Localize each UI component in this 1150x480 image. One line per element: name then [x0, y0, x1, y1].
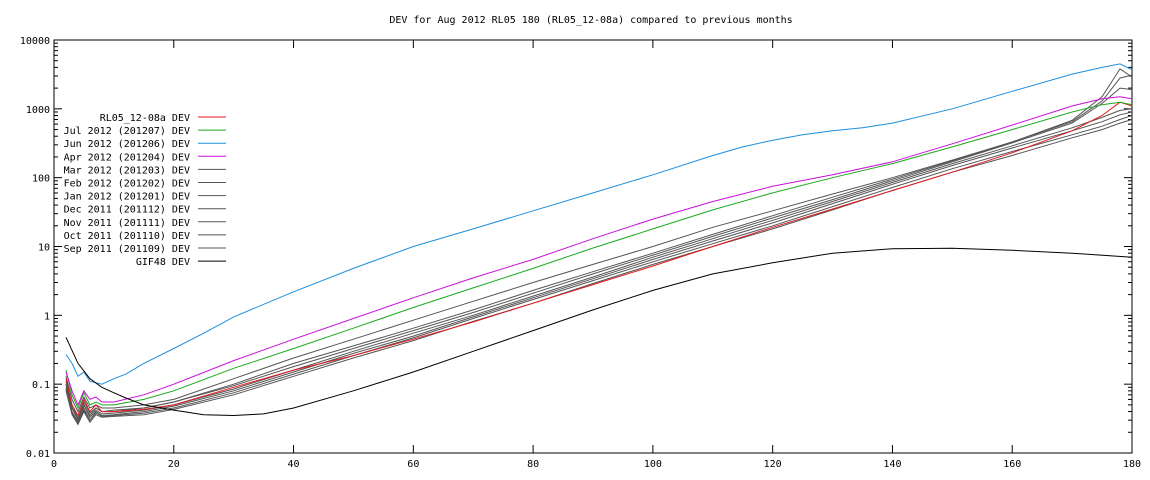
- series-line-jul-2012-201207-dev: [65, 101, 1133, 410]
- legend-label-sep-2011-201109-dev: Sep 2011 (201109) DEV: [64, 244, 190, 255]
- series-line-nov-2011-201111-dev: [65, 111, 1133, 424]
- legend-label-jun-2012-201206-dev: Jun 2012 (201206) DEV: [64, 139, 190, 150]
- legend: RL05_12-08a DEV Jul 2012 (201207) DEV Jun …: [64, 113, 226, 268]
- legend-label-jul-2012-201207-dev: Jul 2012 (201207) DEV: [64, 126, 190, 137]
- x-tick-label: 140: [883, 459, 901, 470]
- legend-label-jan-2012-201201-dev: Jan 2012 (201201) DEV: [64, 192, 190, 203]
- series-line-jan-2012-201201-dev: [65, 87, 1133, 420]
- x-tick-label: 100: [644, 459, 662, 470]
- x-tick-label: 180: [1123, 459, 1141, 470]
- x-tick-label: 160: [1003, 459, 1021, 470]
- legend-label-mar-2012-201203-dev: Mar 2012 (201203) DEV: [64, 165, 190, 176]
- chart-title: DEV for Aug 2012 RL05 180 (RL05_12-08a) …: [389, 15, 792, 26]
- y-tick-label: 100: [32, 174, 50, 185]
- x-tick-label: 40: [288, 459, 300, 470]
- legend-label-apr-2012-201204-dev: Apr 2012 (201204) DEV: [64, 152, 190, 163]
- legend-label-gif48-dev: GIF48 DEV: [136, 257, 190, 268]
- y-tick-label: 0.01: [26, 449, 50, 460]
- legend-label-feb-2012-201202-dev: Feb 2012 (201202) DEV: [64, 179, 190, 190]
- x-axis: 0 20 40 60 80 100 120 140 160 180: [51, 40, 1141, 470]
- x-tick-label: 80: [527, 459, 539, 470]
- series-line-mar-2012-201203-dev: [65, 74, 1133, 413]
- y-axis: 0.01 0.1 1 10 100 1000 10000: [20, 36, 1132, 460]
- series-line-dec-2011-201112-dev: [65, 108, 1133, 422]
- series-lines: [65, 63, 1133, 426]
- y-tick-label: 0.1: [32, 380, 50, 391]
- series-line-gif48-dev: [65, 247, 1133, 417]
- legend-label-rl05-12-08a-dev: RL05_12-08a DEV: [100, 113, 190, 124]
- series-line-jun-2012-201206-dev: [65, 63, 1133, 385]
- y-tick-label: 10: [38, 243, 50, 254]
- y-tick-label: 1000: [26, 105, 50, 116]
- x-tick-label: 60: [407, 459, 419, 470]
- series-line-apr-2012-201204-dev: [65, 96, 1133, 407]
- legend-label-nov-2011-201111-dev: Nov 2011 (201111) DEV: [64, 218, 190, 229]
- legend-label-dec-2011-201112-dev: Dec 2011 (201112) DEV: [64, 205, 190, 216]
- x-tick-label: 20: [168, 459, 180, 470]
- legend-label-oct-2011-201110-dev: Oct 2011 (201110) DEV: [64, 231, 190, 242]
- x-tick-label: 120: [764, 459, 782, 470]
- y-tick-label: 10000: [20, 36, 50, 47]
- y-tick-label: 1: [44, 311, 50, 322]
- series-line-oct-2011-201110-dev: [65, 115, 1133, 425]
- x-tick-label: 0: [51, 459, 57, 470]
- series-line-feb-2012-201202-dev: [65, 68, 1133, 422]
- series-line-rl05-12-08a-dev: [65, 101, 1133, 417]
